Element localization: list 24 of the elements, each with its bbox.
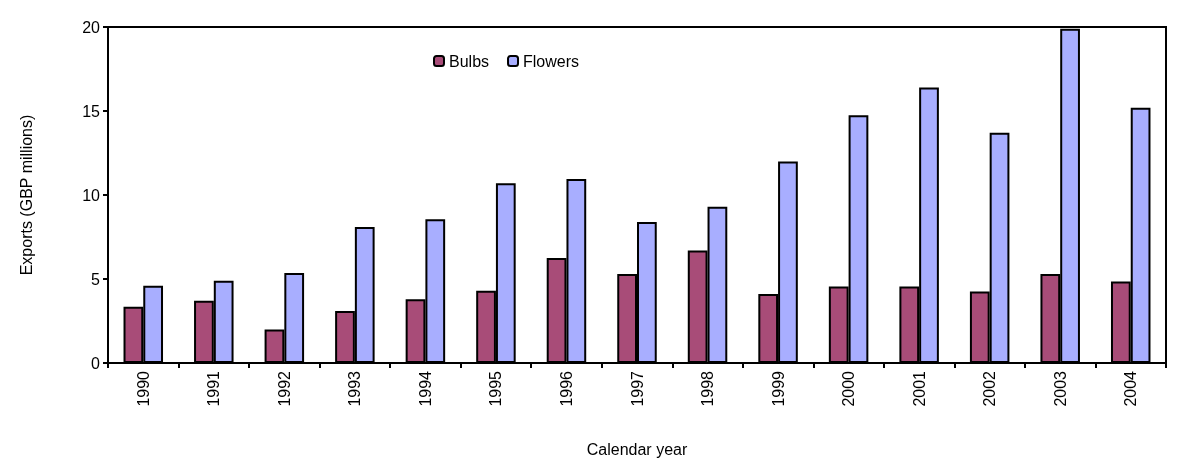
x-tick-label: 1993 — [346, 370, 364, 407]
y-tick-label: 20 — [82, 18, 101, 36]
y-tick-label: 10 — [82, 186, 101, 204]
x-tick-label: 1997 — [628, 370, 646, 407]
x-tick-label: 2002 — [981, 370, 999, 407]
x-tick-label: 1996 — [557, 370, 575, 407]
x-tick-label: 1991 — [205, 370, 223, 407]
x-axis-title: Calendar year — [586, 440, 688, 458]
x-tick-label: 1995 — [487, 370, 505, 407]
x-tick-label: 1992 — [275, 370, 293, 407]
x-tick-label: 1999 — [769, 370, 787, 407]
x-tick-label: 1998 — [699, 370, 717, 407]
legend-label: Flowers — [523, 52, 580, 70]
x-tick-label: 1994 — [416, 370, 434, 407]
x-tick-label: 2004 — [1122, 370, 1140, 407]
x-tick-label: 2003 — [1051, 370, 1069, 407]
y-tick-label: 15 — [82, 102, 101, 120]
x-tick-label: 1990 — [134, 370, 152, 407]
y-tick-label: 5 — [91, 270, 101, 288]
x-tick-label: 2001 — [910, 370, 928, 407]
x-tick-label: 2000 — [840, 370, 858, 407]
y-axis-title: Exports (GBP millions) — [17, 114, 35, 276]
y-tick-label: 0 — [91, 354, 101, 372]
legend-label: Bulbs — [449, 52, 490, 70]
